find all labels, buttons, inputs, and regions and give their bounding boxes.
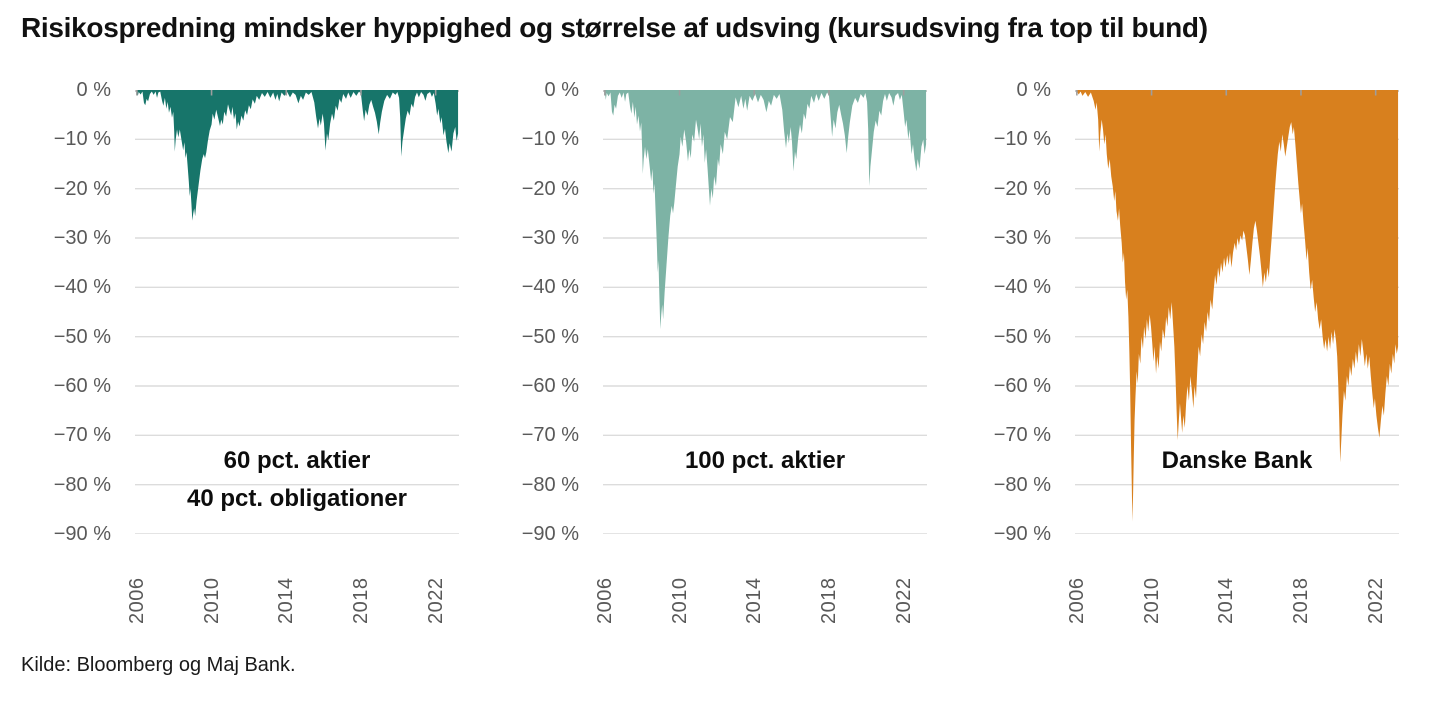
drawdown-area: [1076, 90, 1399, 522]
y-tick-label: 0 %: [544, 79, 579, 101]
figure-title: Risikospredning mindsker hyppighed og st…: [21, 12, 1208, 43]
caption-line-1: 100 pct. aktier: [684, 447, 846, 474]
y-tick-label: 0 %: [76, 79, 111, 101]
chart-caption-danske-bank: Danske Bank: [1075, 442, 1399, 480]
y-tick-label: −30 %: [521, 227, 579, 249]
y-tick-label: −80 %: [53, 473, 111, 496]
y-tick-label: −50 %: [521, 325, 579, 348]
x-axis-labels-panel-3: 2006 2010 2014 2018 2022: [1066, 538, 1399, 625]
y-tick-label: −20 %: [53, 177, 111, 200]
plot-area-100-aktier: [603, 90, 927, 534]
x-axis-labels-panel-1: 2006 2010 2014 2018 2022: [126, 538, 459, 625]
y-tick-label: −40 %: [53, 276, 111, 299]
drawdown-chart-2: [603, 90, 927, 534]
y-tick-label: −40 %: [993, 276, 1051, 299]
x-tick-label: 2014: [743, 577, 766, 625]
x-tick-label: 2022: [424, 577, 447, 625]
y-tick-label: −90 %: [53, 523, 111, 545]
y-tick-label: −80 %: [521, 473, 579, 496]
y-tick-label: −60 %: [521, 375, 579, 397]
caption-line-1: Danske Bank: [1161, 447, 1313, 474]
x-tick-label: 2014: [1215, 577, 1238, 625]
drawdown-chart-1: [135, 90, 459, 534]
x-tick-label: 2006: [593, 577, 616, 625]
x-tick-label: 2010: [200, 577, 223, 625]
y-tick-label: −70 %: [53, 424, 111, 447]
y-axis-labels-panel-1: 0 % −10 % −20 % −30 % −40 % −50 % −60 % −70 % −8…: [15, 79, 111, 560]
plot-area-danske-bank: [1075, 90, 1399, 534]
x-tick-label: 2022: [892, 577, 915, 625]
x-tick-label: 2018: [818, 577, 840, 625]
chart-caption-60-40: 60 pct. aktier 40 pct. obligationer: [135, 442, 459, 518]
x-tick-label: 2006: [1065, 577, 1088, 625]
x-tick-label: 2006: [125, 577, 148, 625]
plot-area-60-40: [135, 90, 459, 534]
y-tick-label: −20 %: [993, 177, 1051, 200]
y-tick-label: −30 %: [993, 227, 1051, 249]
caption-line-1: 60 pct. aktier: [223, 447, 371, 474]
drawdown-area: [604, 90, 927, 330]
x-tick-label: 2018: [350, 577, 372, 625]
y-tick-label: −20 %: [521, 177, 579, 200]
y-tick-label: −10 %: [521, 128, 579, 151]
x-tick-label: 2022: [1364, 577, 1387, 625]
caption-line-2: 40 pct. obligationer: [186, 485, 408, 512]
x-tick-label: 2010: [1140, 577, 1163, 625]
y-tick-label: −10 %: [53, 128, 111, 151]
y-axis-labels-panel-3: 0 % −10 % −20 % −30 % −40 % −50 % −60 % −70 % −8…: [955, 79, 1051, 560]
y-tick-label: −40 %: [521, 276, 579, 299]
chart-caption-100-aktier: 100 pct. aktier: [603, 442, 927, 480]
y-tick-label: −50 %: [993, 325, 1051, 348]
y-axis-labels-panel-2: 0 % −10 % −20 % −30 % −40 % −50 % −60 % −70 % −8…: [483, 79, 579, 560]
source-note: Kilde: Bloomberg og Maj Bank.: [21, 654, 296, 676]
y-tick-label: 0 %: [1016, 79, 1051, 101]
y-tick-label: −30 %: [53, 227, 111, 249]
y-tick-label: −60 %: [993, 375, 1051, 397]
y-tick-label: −70 %: [521, 424, 579, 447]
x-tick-label: 2014: [275, 577, 298, 625]
y-tick-label: −90 %: [521, 523, 579, 545]
y-tick-label: −60 %: [53, 375, 111, 397]
y-tick-label: −50 %: [53, 325, 111, 348]
x-axis-labels-panel-2: 2006 2010 2014 2018 2022: [594, 538, 927, 625]
y-tick-label: −70 %: [993, 424, 1051, 447]
y-tick-label: −90 %: [993, 523, 1051, 545]
x-tick-label: 2010: [668, 577, 691, 625]
y-tick-label: −80 %: [993, 473, 1051, 496]
y-tick-label: −10 %: [993, 128, 1051, 151]
drawdown-area: [136, 90, 459, 221]
x-tick-label: 2018: [1290, 577, 1312, 625]
drawdown-chart-3: [1075, 90, 1399, 534]
